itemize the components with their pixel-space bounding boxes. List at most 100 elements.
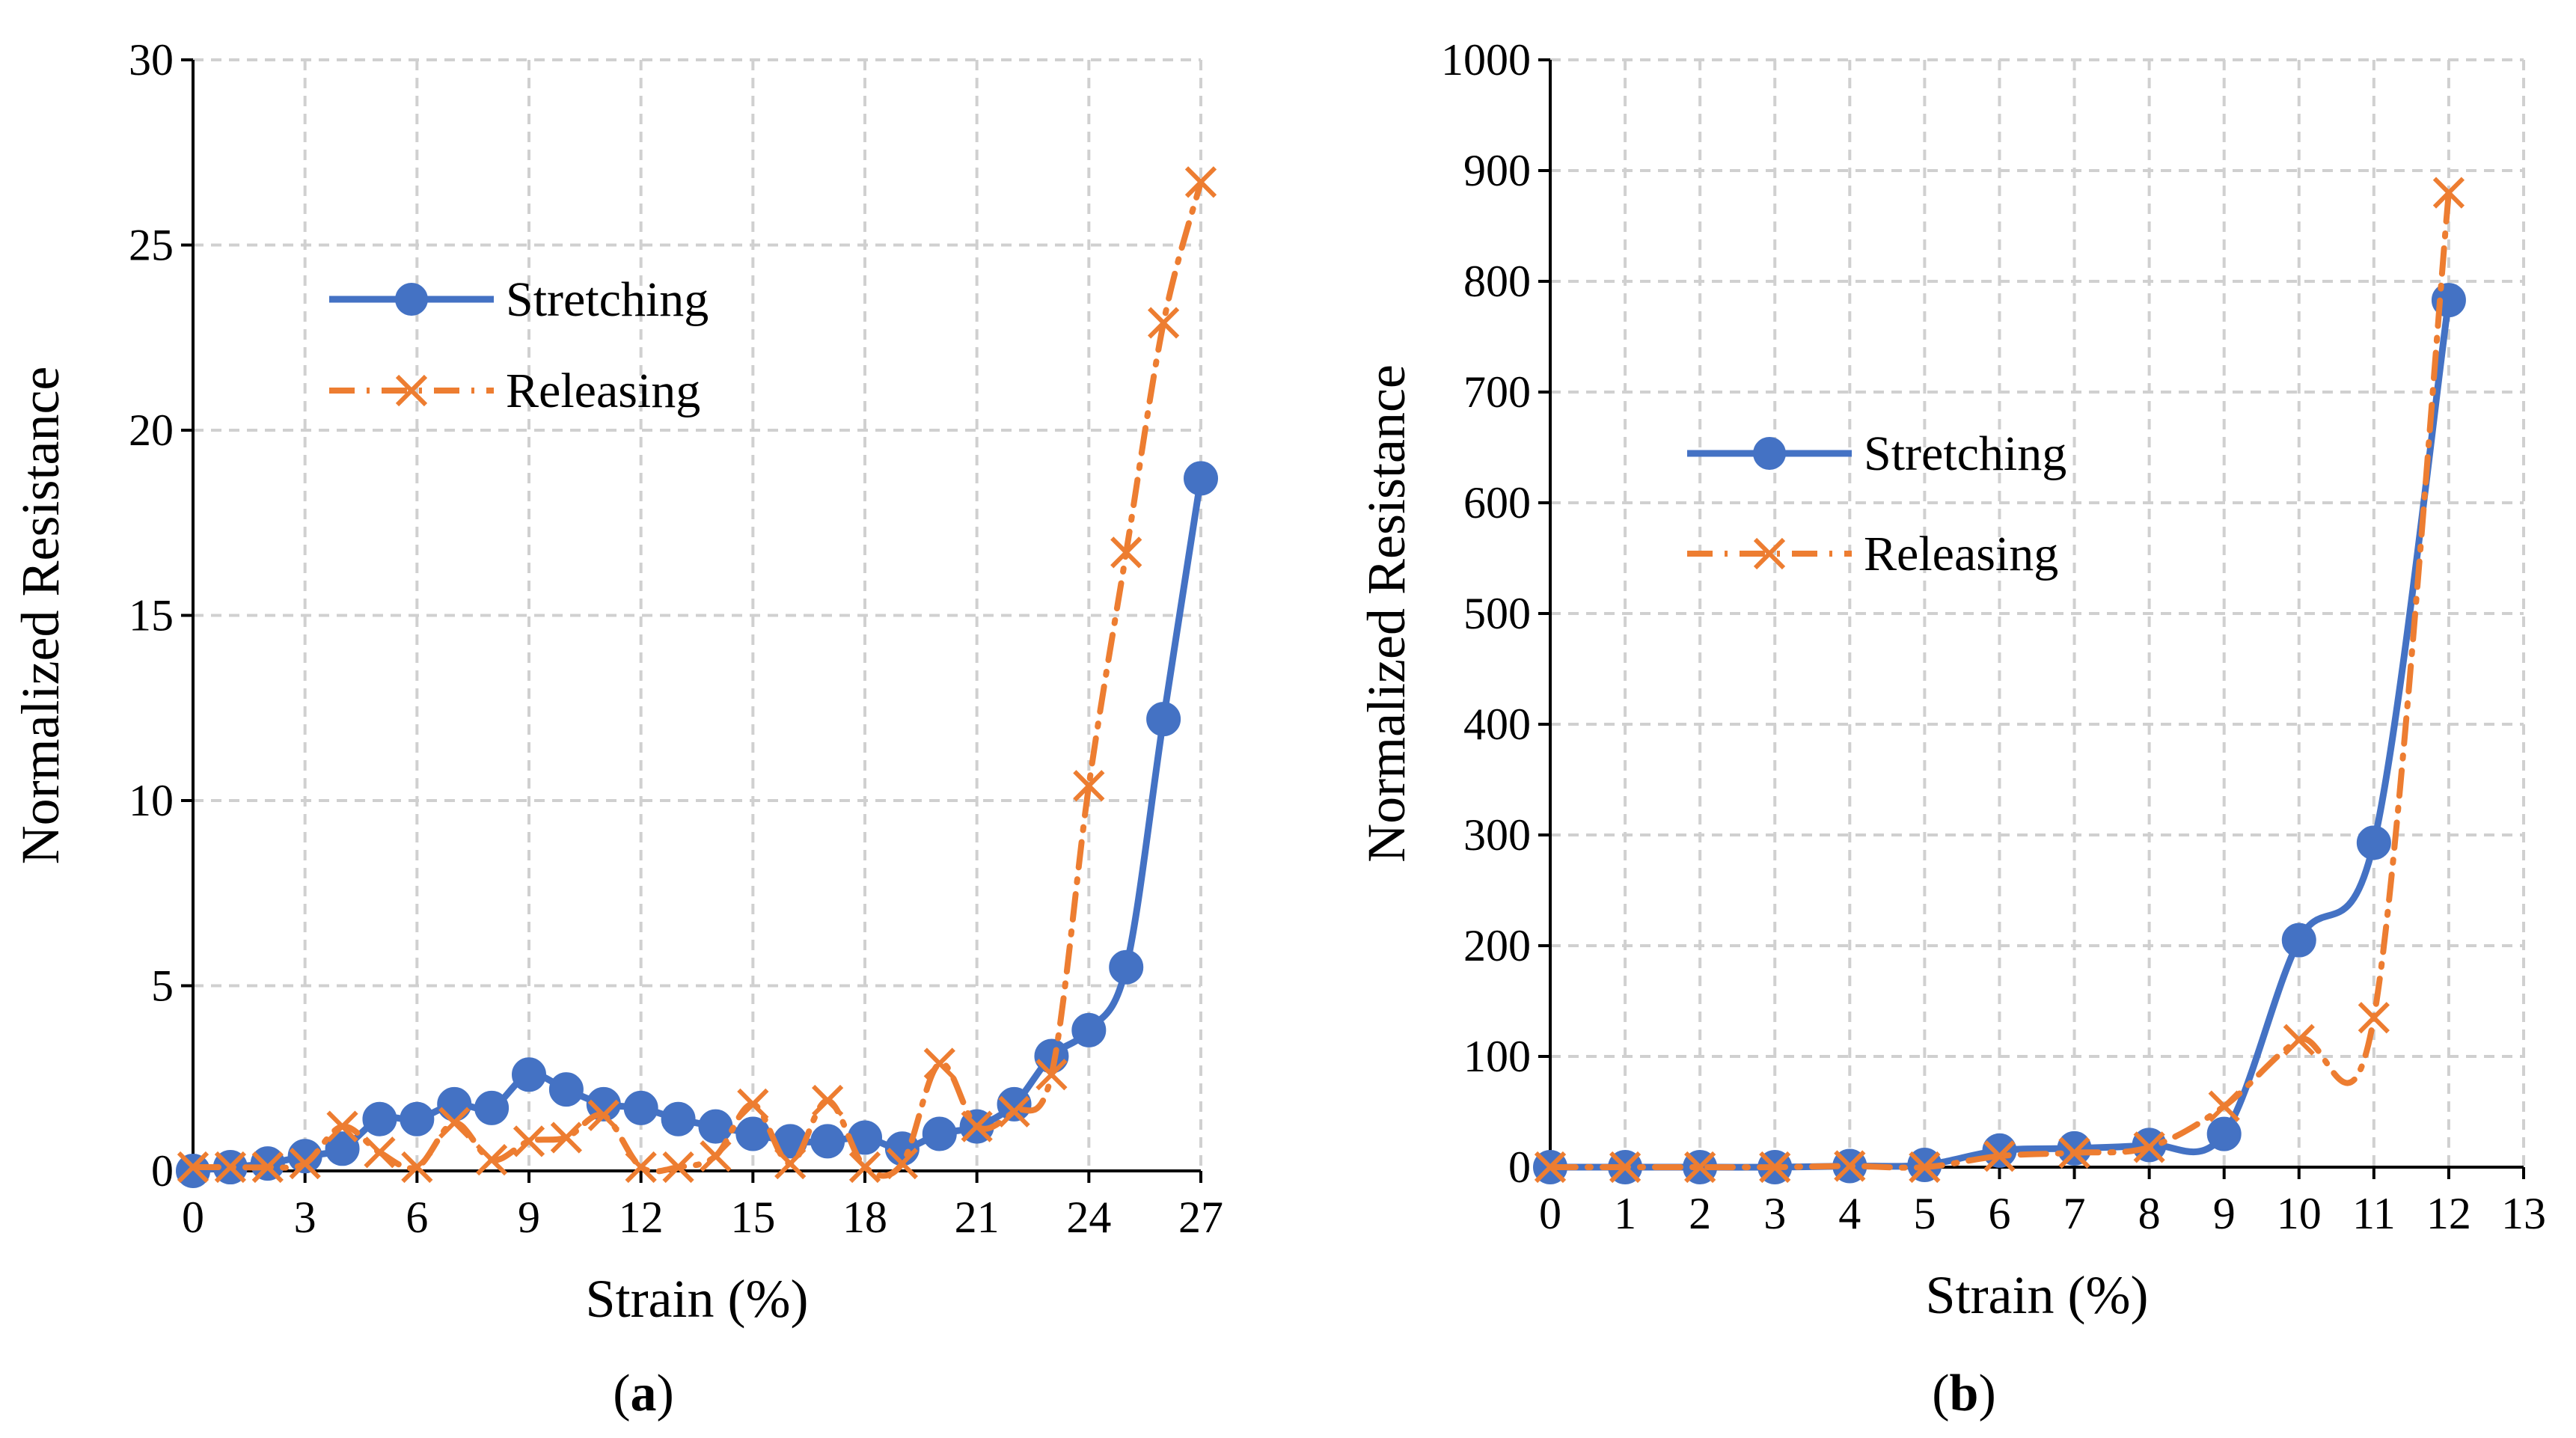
caption-close-paren: ) bbox=[657, 1365, 674, 1422]
x-tick-label: 11 bbox=[2352, 1189, 2396, 1238]
x-tick-label: 12 bbox=[2426, 1189, 2471, 1238]
x-tick-label: 10 bbox=[2277, 1189, 2322, 1238]
data-point-x bbox=[1684, 1151, 1716, 1184]
x-tick-label: 7 bbox=[2063, 1189, 2086, 1238]
data-point-circle bbox=[1071, 1012, 1107, 1047]
y-tick-label: 1000 bbox=[1441, 35, 1531, 85]
data-point-x bbox=[737, 1088, 769, 1121]
x-tick-label: 21 bbox=[955, 1193, 1000, 1242]
data-point-circle bbox=[2356, 825, 2391, 860]
caption-letter: a bbox=[631, 1365, 657, 1422]
legend-marker-x bbox=[395, 374, 428, 407]
data-point-x bbox=[774, 1147, 807, 1180]
data-point-circle bbox=[1982, 1133, 2017, 1168]
y-tick-label: 100 bbox=[1463, 1032, 1531, 1081]
data-point-x bbox=[1909, 1151, 1941, 1184]
legend-b: Stretching Releasing bbox=[1687, 426, 2066, 581]
y-tick-label: 300 bbox=[1463, 810, 1531, 860]
data-point-x bbox=[1073, 770, 1105, 802]
data-point-x bbox=[1534, 1151, 1567, 1184]
data-point-x bbox=[1759, 1151, 1791, 1184]
legend-a: Stretching Releasing bbox=[329, 272, 709, 418]
x-tick-label: 27 bbox=[1178, 1193, 1223, 1242]
data-point-circle bbox=[437, 1086, 472, 1122]
data-point-x bbox=[700, 1140, 732, 1172]
y-tick-label: 900 bbox=[1463, 146, 1531, 195]
data-point-x bbox=[886, 1147, 919, 1180]
data-point-x bbox=[961, 1110, 993, 1142]
y-tick-label: 800 bbox=[1463, 257, 1531, 306]
y-tick-label: 400 bbox=[1463, 700, 1531, 749]
data-point-x bbox=[1609, 1151, 1642, 1184]
y-tick-label: 20 bbox=[129, 406, 174, 455]
legend-marker-circle bbox=[1753, 437, 1786, 470]
data-point-x bbox=[513, 1125, 545, 1157]
data-point-circle bbox=[325, 1131, 360, 1166]
data-point-x bbox=[662, 1151, 694, 1184]
legend-marker-circle bbox=[395, 283, 428, 316]
data-point-x bbox=[364, 1136, 396, 1169]
data-point-x bbox=[289, 1147, 321, 1180]
data-point-circle bbox=[586, 1086, 621, 1122]
panel-caption-b: (b) bbox=[1932, 1365, 1996, 1422]
data-point-x bbox=[1110, 536, 1142, 569]
data-point-circle bbox=[250, 1146, 285, 1181]
data-point-x bbox=[2432, 177, 2465, 209]
data-point-x bbox=[998, 1095, 1030, 1128]
data-point-circle bbox=[997, 1086, 1032, 1122]
data-point-x bbox=[2058, 1136, 2090, 1169]
caption-close-paren: ) bbox=[1978, 1365, 1995, 1422]
data-point-x bbox=[326, 1110, 358, 1142]
data-point-circle bbox=[474, 1090, 510, 1125]
x-tick-label: 6 bbox=[406, 1193, 428, 1242]
y-tick-label: 25 bbox=[129, 221, 174, 270]
legend-label-releasing: Releasing bbox=[506, 364, 700, 418]
x-tick-label: 2 bbox=[1689, 1189, 1711, 1238]
x-tick-label: 18 bbox=[842, 1193, 887, 1242]
caption-open-paren: ( bbox=[613, 1365, 630, 1422]
data-point-x bbox=[811, 1084, 844, 1117]
data-point-circle bbox=[698, 1109, 733, 1144]
data-point-x bbox=[2283, 1024, 2315, 1056]
data-point-circle bbox=[176, 1154, 210, 1188]
y-tick-label: 700 bbox=[1463, 367, 1531, 417]
series-stretching bbox=[176, 461, 1218, 1188]
data-point-circle bbox=[1109, 949, 1144, 985]
y-tick-label: 30 bbox=[129, 35, 174, 85]
x-tick-label: 9 bbox=[2213, 1189, 2236, 1238]
x-tick-label: 3 bbox=[294, 1193, 316, 1242]
x-tick-label: 9 bbox=[518, 1193, 540, 1242]
data-point-circle bbox=[922, 1116, 957, 1151]
x-tick-label: 12 bbox=[619, 1193, 664, 1242]
legend-marker-x bbox=[1753, 537, 1786, 570]
y-tick-label: 5 bbox=[151, 961, 174, 1011]
data-point-circle bbox=[661, 1101, 696, 1136]
x-tick-label: 0 bbox=[1539, 1189, 1561, 1238]
data-point-x bbox=[625, 1151, 657, 1184]
y-tick-label: 15 bbox=[129, 591, 174, 640]
panel-caption-a: (a) bbox=[613, 1365, 674, 1422]
x-tick-label: 3 bbox=[1763, 1189, 1786, 1238]
series-line-releasing bbox=[190, 179, 1204, 1179]
data-point-x bbox=[475, 1144, 508, 1176]
y-tick-label: 0 bbox=[1508, 1142, 1531, 1192]
y-tick-label: 600 bbox=[1463, 478, 1531, 527]
y-axis-label: Normalized Resistance bbox=[10, 367, 70, 865]
x-tick-label: 8 bbox=[2138, 1189, 2161, 1238]
x-tick-label: 1 bbox=[1614, 1189, 1636, 1238]
data-point-x bbox=[177, 1151, 209, 1184]
x-axis-label: Strain (%) bbox=[586, 1269, 809, 1329]
data-point-x bbox=[550, 1122, 583, 1154]
x-tick-label: 24 bbox=[1066, 1193, 1111, 1242]
data-point-x bbox=[2133, 1131, 2165, 1163]
data-point-x bbox=[923, 1047, 955, 1080]
y-tick-label: 0 bbox=[151, 1146, 174, 1196]
data-point-x bbox=[214, 1151, 247, 1184]
data-point-x bbox=[1184, 166, 1217, 198]
data-point-x bbox=[2208, 1090, 2240, 1122]
caption-letter: b bbox=[1950, 1365, 1979, 1422]
data-point-x bbox=[251, 1151, 284, 1184]
data-point-circle bbox=[810, 1124, 845, 1159]
data-point-circle bbox=[623, 1090, 658, 1125]
